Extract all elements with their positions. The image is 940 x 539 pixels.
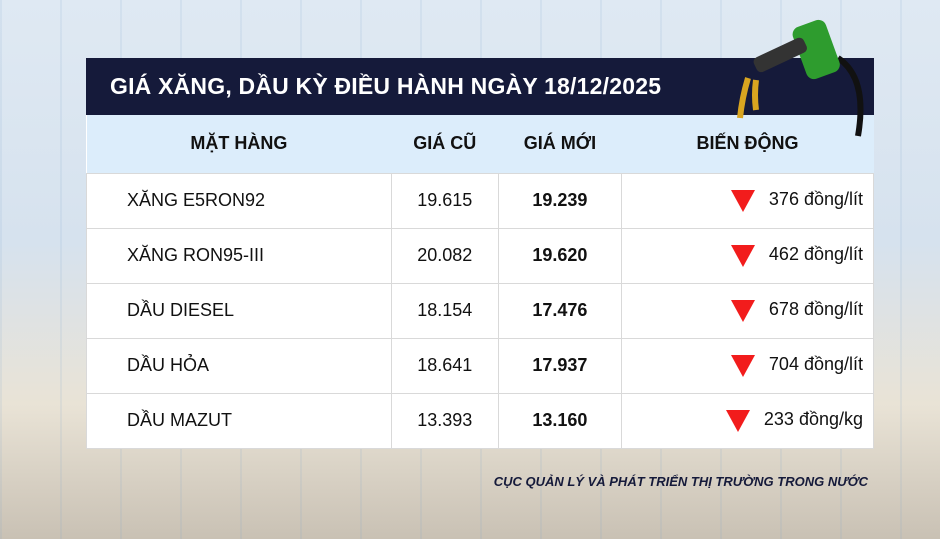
price-change: 678 đồng/lít [620,282,875,339]
item-name: DẦU MAZUT [86,392,392,449]
change-value: 704 đồng/lít [768,354,863,375]
change-value: 462 đồng/lít [768,244,863,265]
fuel-nozzle-icon [737,19,864,137]
source-text: CỤC QUẢN LÝ VÀ PHÁT TRIỂN THỊ TRƯỜNG TRO… [493,474,868,489]
table-row: DẦU HỎA 18.641 17.937 704 đồng/lít [86,337,875,394]
old-price: 18.641 [390,337,499,394]
price-change: 376 đồng/lít [620,172,875,229]
header-change: BIẾN ĐỘNG [621,115,874,173]
new-price: 17.937 [497,337,622,394]
new-price: 19.620 [497,227,622,284]
new-price: 19.239 [497,172,622,229]
item-name: XĂNG RON95-III [86,227,392,284]
item-name: XĂNG E5RON92 [86,172,392,229]
old-price: 18.154 [390,282,499,339]
item-name: DẦU HỎA [86,337,392,394]
price-panel: GIÁ XĂNG, DẦU KỲ ĐIỀU HÀNH NGÀY 18/12/20… [86,19,875,449]
table-row: XĂNG E5RON92 19.615 19.239 376 đồng/lít [86,172,875,229]
table-row: DẦU MAZUT 13.393 13.160 233 đồng/kg [86,392,875,449]
change-value: 233 đồng/kg [763,409,863,430]
price-change: 462 đồng/lít [620,227,875,284]
header-old-price: GIÁ CŨ [391,115,499,173]
item-name: DẦU DIESEL [86,282,392,339]
down-arrow-icon [730,189,755,212]
table-row: DẦU DIESEL 18.154 17.476 678 đồng/lít [86,282,875,339]
down-arrow-icon [730,244,755,267]
old-price: 20.082 [390,227,499,284]
down-arrow-icon [730,299,755,322]
new-price: 17.476 [497,282,622,339]
price-table: MẶT HÀNG GIÁ CŨ GIÁ MỚI BIẾN ĐỘNG XĂNG E… [86,115,875,449]
table-row: XĂNG RON95-III 20.082 19.620 462 đồng/lí… [86,227,875,284]
old-price: 19.615 [390,172,499,229]
down-arrow-icon [725,409,750,432]
new-price: 13.160 [497,392,622,449]
price-change: 233 đồng/kg [620,392,875,449]
price-change: 704 đồng/lít [620,337,875,394]
old-price: 13.393 [390,392,499,449]
header-new-price: GIÁ MỚI [498,115,622,173]
header-item: MẶT HÀNG [86,115,392,173]
change-value: 376 đồng/lít [768,189,863,210]
down-arrow-icon [730,354,755,377]
change-value: 678 đồng/lít [768,299,863,320]
